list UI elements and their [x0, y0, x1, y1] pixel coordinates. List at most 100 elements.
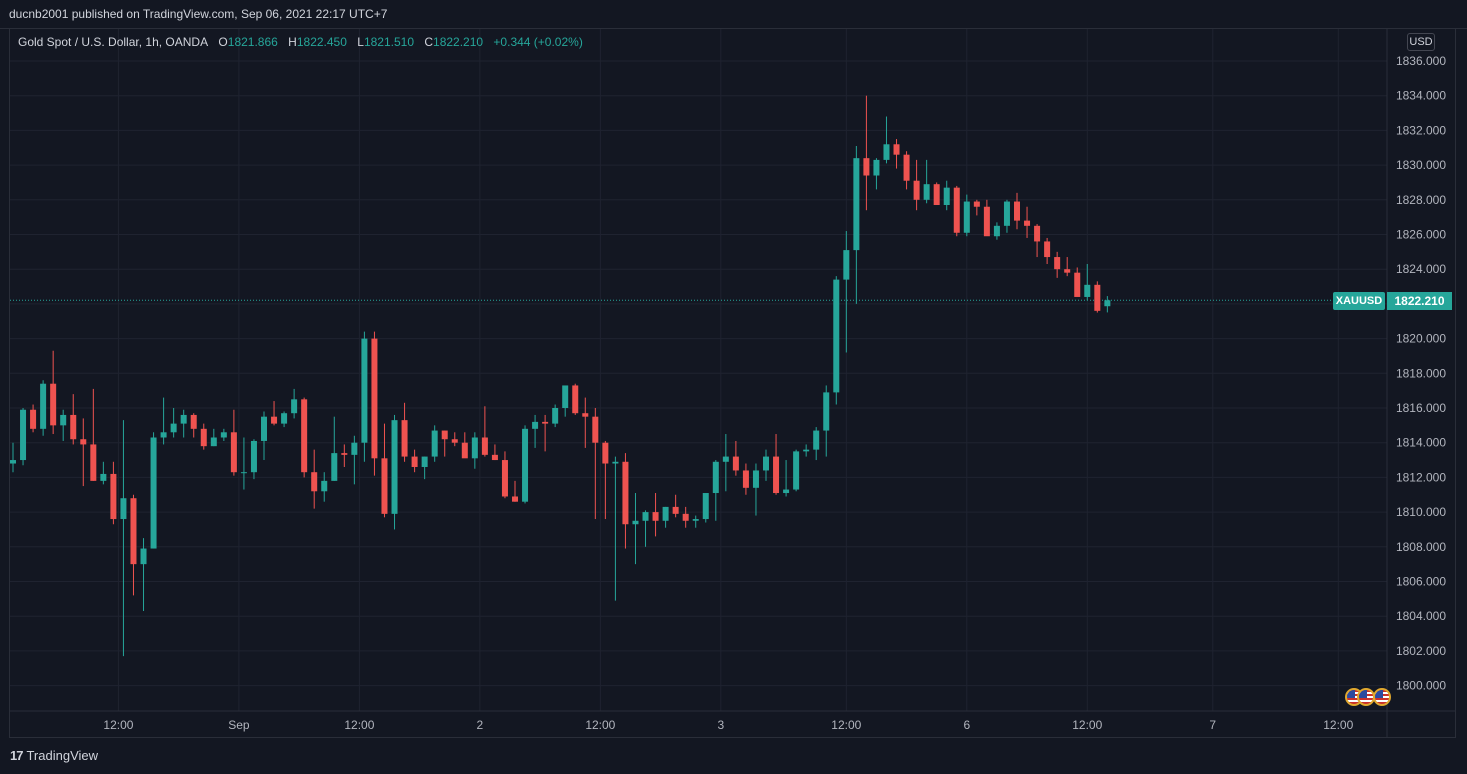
price-tick-label: 1800.000 — [1396, 679, 1446, 693]
candle-down — [863, 95, 870, 211]
open-label: O — [218, 35, 228, 49]
footer: 17 TradingView — [0, 740, 1467, 774]
candle-down — [1034, 224, 1041, 258]
close-value: 1822.210 — [433, 35, 484, 49]
candle-body — [1094, 284, 1101, 311]
candle-body — [933, 184, 940, 206]
candle-down — [622, 453, 629, 549]
us-flag-event-icon[interactable] — [1373, 688, 1391, 706]
high-label: H — [288, 35, 297, 49]
candle-down — [742, 463, 749, 495]
candle-down — [230, 409, 237, 476]
candle-down — [110, 461, 117, 525]
candle-body — [20, 409, 27, 461]
candle-up — [923, 159, 930, 204]
candle-body — [813, 430, 820, 450]
candle-up — [552, 404, 559, 428]
candle-body — [823, 392, 830, 431]
candle-body — [331, 453, 338, 481]
time-tick-label: 12:00 — [585, 718, 615, 732]
time-axis[interactable]: 12:00 Sep 12:00 2 12:00 3 12:00 6 12:00 7 12:00 — [103, 718, 1353, 732]
candle-body — [301, 399, 308, 473]
candle-body — [220, 432, 227, 438]
candle-body — [471, 437, 478, 459]
currency-button[interactable]: USD — [1407, 33, 1435, 51]
candle-down — [903, 151, 910, 190]
price-tick-label: 1808.000 — [1396, 540, 1446, 554]
candle-body — [632, 520, 639, 525]
economic-events[interactable] — [1345, 688, 1391, 708]
candle-down — [893, 139, 900, 169]
candle-up — [351, 435, 358, 485]
candle-down — [913, 159, 920, 211]
candle-down — [1094, 281, 1101, 313]
candle-body — [722, 456, 729, 462]
candle-up — [291, 388, 298, 419]
candle-body — [120, 498, 127, 520]
price-tick-label: 1834.000 — [1396, 89, 1446, 103]
tradingview-logo-icon: 17 — [10, 748, 24, 763]
candle-body — [240, 472, 247, 474]
candle-up — [562, 385, 569, 417]
candle-body — [40, 383, 47, 429]
candle-body — [923, 184, 930, 200]
candle-up — [1104, 296, 1111, 313]
candle-down — [441, 430, 448, 457]
candle-body — [522, 428, 529, 502]
price-tick-label: 1836.000 — [1396, 54, 1446, 68]
publish-header: ducnb2001 published on TradingView.com, … — [0, 0, 1467, 29]
candle-up — [793, 449, 800, 492]
time-tick-label: 6 — [963, 718, 970, 732]
candle-body — [883, 144, 890, 160]
candle-body — [662, 506, 669, 521]
candle-up — [642, 510, 649, 547]
price-tick-label: 1818.000 — [1396, 366, 1446, 380]
tradingview-brand[interactable]: 17 TradingView — [10, 748, 98, 763]
candle-body — [140, 548, 147, 565]
candle-down — [592, 408, 599, 520]
candle-up — [120, 420, 127, 657]
candle-down — [682, 506, 689, 528]
open-value: 1821.866 — [227, 35, 278, 49]
price-tick-label: 1806.000 — [1396, 575, 1446, 589]
candle-body — [491, 454, 498, 461]
candle-body — [893, 144, 900, 155]
candle-body — [542, 421, 549, 424]
candle-down — [652, 493, 659, 537]
candle-up — [100, 461, 107, 485]
candle-body — [843, 250, 850, 280]
price-tick-label: 1830.000 — [1396, 158, 1446, 172]
candle-body — [441, 430, 448, 440]
candle-up — [702, 493, 709, 523]
candle-body — [80, 439, 87, 445]
candle-down — [572, 383, 579, 415]
candle-body — [200, 428, 207, 447]
candle-down — [401, 402, 408, 462]
candle-up — [361, 331, 368, 462]
time-tick-label: 3 — [717, 718, 724, 732]
candle-up — [20, 408, 27, 466]
candle-up — [281, 411, 288, 428]
candle-body — [451, 439, 458, 443]
candle-up — [220, 428, 227, 441]
candle-up — [321, 472, 328, 502]
candle-body — [50, 383, 57, 426]
candle-body — [351, 442, 358, 455]
candle-body — [281, 413, 288, 424]
candle-up — [170, 408, 177, 438]
candle-up — [883, 116, 890, 164]
high-value: 1822.450 — [296, 35, 347, 49]
candle-up — [180, 409, 187, 438]
grid-lines — [10, 29, 1387, 711]
candle-body — [371, 338, 378, 459]
candle-up — [160, 397, 167, 445]
symbol-description[interactable]: Gold Spot / U.S. Dollar, 1h, OANDA — [18, 35, 209, 49]
candle-down — [512, 480, 518, 502]
candle-up — [803, 444, 810, 457]
candle-body — [512, 496, 518, 502]
candle-body — [501, 460, 508, 497]
candle-body — [160, 432, 167, 438]
candle-body — [411, 456, 418, 467]
candle-down — [371, 331, 378, 476]
candle-body — [773, 456, 780, 494]
